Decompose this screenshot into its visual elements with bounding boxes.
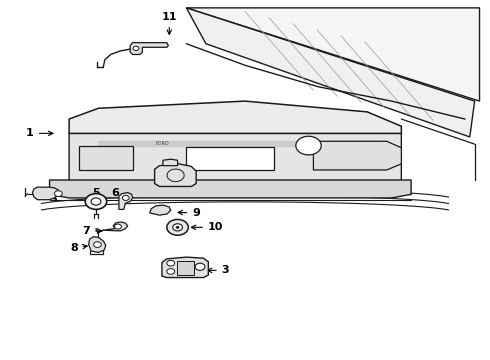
- Circle shape: [85, 194, 107, 210]
- Polygon shape: [130, 42, 168, 54]
- Polygon shape: [89, 237, 106, 252]
- Circle shape: [167, 269, 174, 274]
- Polygon shape: [69, 101, 401, 134]
- Text: 5: 5: [92, 188, 103, 199]
- Circle shape: [195, 263, 205, 270]
- Text: 11: 11: [162, 12, 177, 34]
- Circle shape: [54, 191, 62, 197]
- Text: 1: 1: [26, 129, 53, 138]
- Circle shape: [94, 242, 101, 247]
- Polygon shape: [162, 257, 208, 278]
- Text: 3: 3: [207, 265, 229, 275]
- Circle shape: [122, 195, 129, 201]
- Circle shape: [91, 198, 101, 205]
- Polygon shape: [155, 164, 196, 186]
- Circle shape: [133, 46, 139, 50]
- Bar: [186, 147, 274, 170]
- Text: 2: 2: [163, 164, 178, 175]
- Polygon shape: [69, 134, 401, 187]
- Circle shape: [172, 224, 182, 231]
- Polygon shape: [119, 193, 133, 210]
- Polygon shape: [103, 222, 128, 231]
- Circle shape: [115, 224, 122, 229]
- Circle shape: [167, 260, 174, 266]
- Text: FORD: FORD: [155, 141, 169, 146]
- Text: 8: 8: [70, 243, 87, 253]
- Bar: [176, 261, 194, 275]
- Polygon shape: [49, 180, 411, 198]
- Polygon shape: [186, 8, 475, 137]
- Circle shape: [296, 136, 321, 155]
- Circle shape: [167, 220, 188, 235]
- Polygon shape: [98, 140, 382, 146]
- Text: 6: 6: [112, 188, 124, 199]
- Text: 4: 4: [43, 188, 56, 199]
- Text: 7: 7: [82, 226, 102, 236]
- Polygon shape: [32, 187, 58, 200]
- Text: 10: 10: [192, 222, 223, 232]
- Text: 9: 9: [178, 208, 200, 218]
- Polygon shape: [186, 8, 480, 101]
- Polygon shape: [314, 141, 401, 170]
- Polygon shape: [163, 159, 177, 166]
- Circle shape: [176, 226, 179, 228]
- Polygon shape: [79, 146, 133, 170]
- Polygon shape: [150, 205, 171, 215]
